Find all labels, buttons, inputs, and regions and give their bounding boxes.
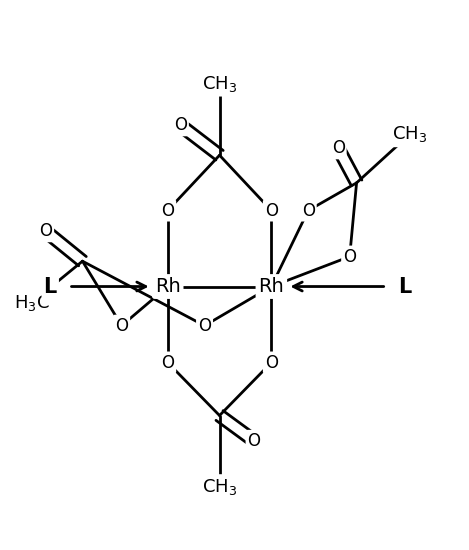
Text: L: L xyxy=(44,277,57,296)
Text: O: O xyxy=(265,201,278,219)
Text: O: O xyxy=(161,201,174,219)
Text: CH$_3$: CH$_3$ xyxy=(202,477,237,497)
Text: L: L xyxy=(398,277,412,296)
Text: Rh: Rh xyxy=(258,277,284,296)
Text: CH$_3$: CH$_3$ xyxy=(202,74,237,94)
Text: O: O xyxy=(302,201,315,219)
Text: O: O xyxy=(115,317,128,334)
Text: O: O xyxy=(39,222,52,240)
Text: Rh: Rh xyxy=(155,277,181,296)
Text: CH$_3$: CH$_3$ xyxy=(392,124,427,145)
Text: O: O xyxy=(265,354,278,372)
Text: O: O xyxy=(198,317,211,334)
Text: H$_3$C: H$_3$C xyxy=(14,293,50,312)
Text: O: O xyxy=(332,139,345,157)
Text: O: O xyxy=(161,354,174,372)
Text: O: O xyxy=(174,116,187,134)
Text: O: O xyxy=(343,248,356,266)
Text: O: O xyxy=(248,432,261,450)
